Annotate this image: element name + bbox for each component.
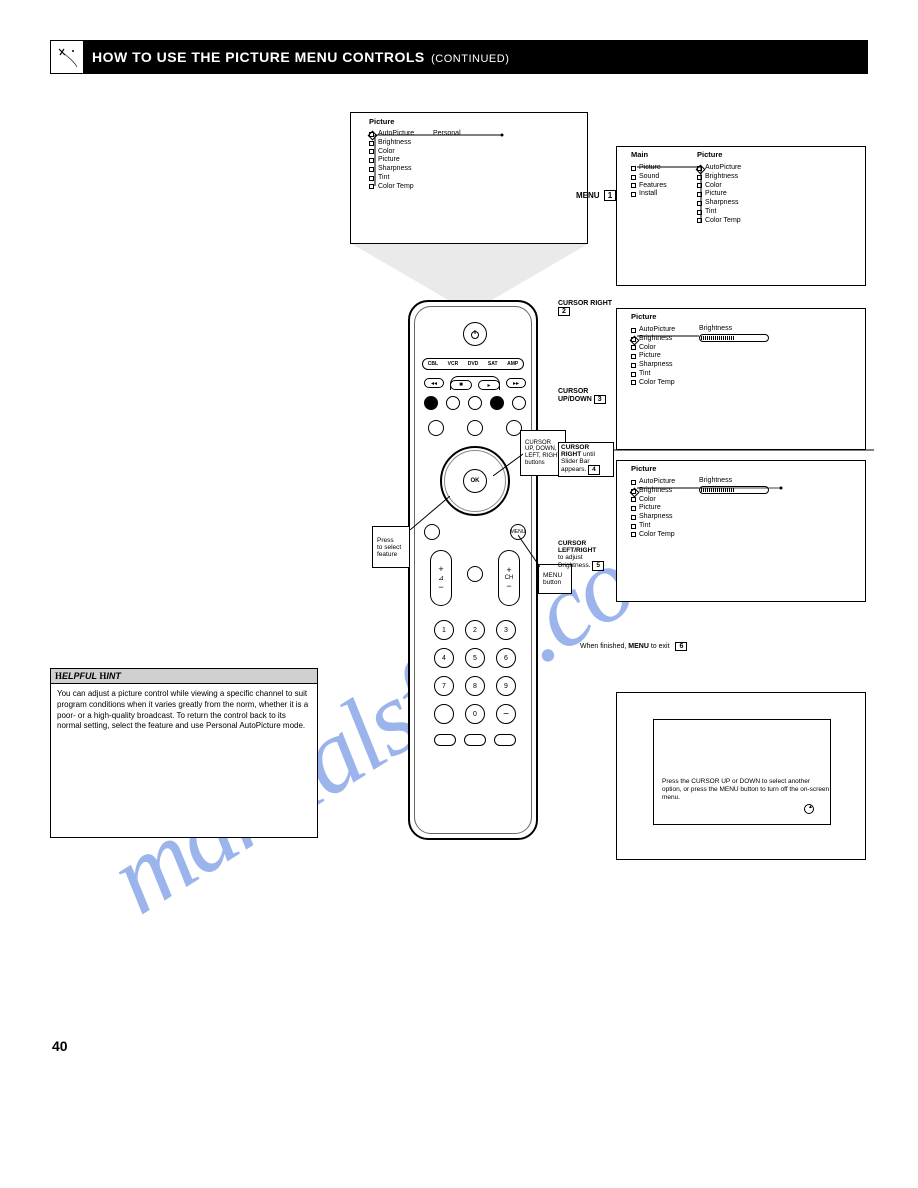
step6-label: When finished, MENU to exit 6 <box>580 642 750 651</box>
remote-control: CBL VCR DVD SAT AMP ◂◂ ■ ▸ ▸▸ OK MENU + … <box>408 300 538 840</box>
callout-press: Press to select feature <box>372 526 410 568</box>
num-3[interactable]: 3 <box>496 620 516 640</box>
step2-label: CURSOR RIGHT 2 <box>558 300 614 316</box>
volume-rocker[interactable]: + ⊿ − <box>430 550 452 606</box>
bottom-pill-3[interactable] <box>494 734 516 746</box>
screen-picture-header: Picture <box>369 117 394 126</box>
num-5[interactable]: 5 <box>465 648 485 668</box>
screen3-connector <box>631 333 781 343</box>
step1-label: MENU 1 <box>576 190 616 201</box>
mode-row: CBL VCR DVD SAT AMP <box>422 358 524 370</box>
tv-hint-text: Press the CURSOR UP or DOWN to select an… <box>662 778 830 801</box>
screen1-connector <box>372 131 542 191</box>
beam-icon <box>352 244 588 302</box>
color-button-1[interactable] <box>424 396 438 410</box>
step3-label: CURSOR UP/DOWN 3 <box>558 388 614 404</box>
screen-brightness-select: Picture AutoPicture Brightness Color Pic… <box>616 308 866 450</box>
helpful-hint-box: HELPFUL HINT You can adjust a picture co… <box>50 668 318 838</box>
screen2-connector <box>631 164 781 234</box>
color-button-2[interactable] <box>446 396 460 410</box>
stop-button[interactable]: ■ <box>450 380 472 390</box>
tv-frame: Press the CURSOR UP or DOWN to select an… <box>616 692 866 860</box>
play-button[interactable]: ▸ <box>478 380 500 390</box>
channel-rocker[interactable]: + CH − <box>498 550 520 606</box>
hint-body: You can adjust a picture control while v… <box>51 684 317 737</box>
step5-label: CURSOR LEFT/RIGHTto adjust Brightness. 5 <box>558 540 614 571</box>
num-2[interactable]: 2 <box>465 620 485 640</box>
num-7[interactable]: 7 <box>434 676 454 696</box>
color-button-3[interactable] <box>468 396 482 410</box>
alt-button[interactable] <box>434 704 454 724</box>
misc-button-1[interactable] <box>428 420 444 436</box>
bottom-pill-2[interactable] <box>464 734 486 746</box>
rewind-button[interactable]: ◂◂ <box>424 378 444 388</box>
tv-screen: Press the CURSOR UP or DOWN to select an… <box>653 719 831 825</box>
num-4[interactable]: 4 <box>434 648 454 668</box>
nav-icon: ▲ <box>804 804 814 814</box>
title-icon <box>50 40 84 74</box>
num-8[interactable]: 8 <box>465 676 485 696</box>
power-button[interactable] <box>463 322 487 346</box>
color-button-5[interactable] <box>512 396 526 410</box>
screen-brightness-adjust: Picture AutoPicture Brightness Color Pic… <box>616 460 866 602</box>
screen-picture: Picture AutoPicturePersonal Brightness C… <box>350 112 588 244</box>
power-icon <box>469 328 481 340</box>
mute-button[interactable] <box>467 566 483 582</box>
misc-button-2[interactable] <box>467 420 483 436</box>
page-title: HOW TO USE THE PICTURE MENU CONTROLS <box>92 49 425 65</box>
num-6[interactable]: 6 <box>496 648 516 668</box>
color-button-4[interactable] <box>490 396 504 410</box>
screen-main-picture-header: Picture <box>697 150 722 159</box>
callout-menu-line <box>518 535 540 567</box>
page-title-suffix: (CONTINUED) <box>431 53 509 65</box>
callout-cursor-line <box>493 452 523 482</box>
screen-main-header: Main <box>631 150 648 159</box>
num-0[interactable]: 0 <box>465 704 485 724</box>
stars-icon <box>55 45 79 69</box>
screen4-connector <box>631 485 791 495</box>
page-title-bar: HOW TO USE THE PICTURE MENU CONTROLS (CO… <box>50 40 868 74</box>
bottom-pill-1[interactable] <box>434 734 456 746</box>
hint-title: ELPFUL <box>62 671 99 681</box>
screen-main: Main Picture Picture Sound Features Inst… <box>616 146 866 286</box>
callout-press-line <box>410 496 450 530</box>
dash-button[interactable]: − <box>496 704 516 724</box>
ff-button[interactable]: ▸▸ <box>506 378 526 388</box>
num-1[interactable]: 1 <box>434 620 454 640</box>
num-9[interactable]: 9 <box>496 676 516 696</box>
page-number: 40 <box>52 1038 68 1054</box>
step4-label: CURSOR RIGHT until Slider Bar appears. 4 <box>558 442 614 477</box>
